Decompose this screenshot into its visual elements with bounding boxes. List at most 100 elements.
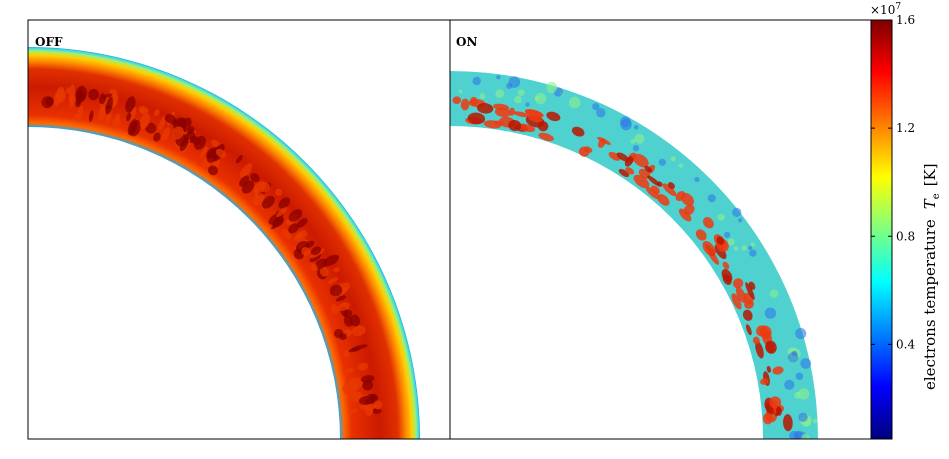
plume-blob [657, 194, 670, 206]
shell-texture [723, 231, 731, 239]
shell-texture [707, 194, 716, 203]
plume-blob [369, 394, 377, 400]
plume-blob [452, 96, 462, 105]
plume-blob [330, 304, 339, 314]
plume-blob [342, 382, 359, 394]
plume-blob [493, 120, 504, 125]
plume-blob [762, 412, 773, 425]
plume-blob [271, 218, 284, 230]
plume-blob [546, 111, 561, 122]
shell-texture [525, 102, 530, 107]
plume-blob [742, 309, 753, 321]
shell-texture [658, 158, 666, 166]
shell-texture [496, 74, 501, 80]
plume-blob [158, 115, 167, 131]
plume-blob [745, 282, 755, 300]
panel-off: OFF [27, 19, 451, 440]
shell-texture [633, 125, 639, 130]
plume-blob [625, 167, 635, 175]
plume-blob [343, 349, 351, 358]
plume-blob [683, 204, 695, 216]
plume-blob [335, 295, 347, 302]
plume-blob [126, 112, 132, 122]
shell-texture [630, 139, 636, 144]
off-shell-band [28, 47, 420, 439]
plume-blob [537, 121, 549, 132]
plume-blob [783, 414, 793, 432]
plume-blob [339, 333, 347, 340]
plume-blob [359, 404, 377, 410]
plume-blob [88, 88, 99, 101]
plume-blob [139, 107, 146, 115]
shell-texture [748, 245, 753, 250]
shell-texture [750, 242, 756, 248]
shell-texture [568, 96, 581, 109]
plume-blob [189, 135, 201, 145]
plume-blob [512, 111, 530, 118]
plume-blob [215, 148, 226, 158]
shell-texture [732, 207, 742, 218]
plume-blob [306, 240, 315, 248]
plume-blob [508, 120, 522, 131]
plume-blob [161, 127, 171, 141]
plume-blob [467, 112, 486, 125]
plume-blob [296, 218, 308, 228]
plume-blob [278, 197, 291, 209]
panel-on-label: ON [456, 35, 477, 49]
plume-blob [347, 408, 359, 414]
plume-blob [239, 163, 253, 178]
plume-blob [695, 229, 707, 241]
shell-texture [534, 96, 540, 101]
plume-blob [145, 122, 157, 134]
plume-blob [755, 341, 764, 359]
plume-blob [647, 175, 661, 187]
shell-texture [795, 372, 804, 381]
plume-blob [348, 347, 361, 353]
plume-blob [680, 192, 694, 206]
plume-blob [261, 195, 275, 209]
plume-blob [362, 380, 374, 391]
plume-blob [571, 126, 585, 137]
plume-blob [127, 119, 138, 136]
shell-texture [694, 177, 700, 183]
shell-texture [789, 430, 799, 439]
shell-texture [749, 249, 757, 257]
plume-blob [618, 168, 630, 178]
shell-texture [535, 92, 547, 105]
plume-blob [349, 314, 361, 327]
plume-blob [360, 375, 375, 383]
plume-blob [329, 284, 343, 297]
plume-blob [301, 247, 310, 257]
plume-blob [252, 193, 265, 206]
plume-blob [508, 107, 515, 116]
plume-blob [253, 181, 266, 194]
shell-texture [741, 245, 748, 251]
plume-blob [343, 309, 353, 318]
plume-blob [372, 408, 382, 414]
plume-blob [616, 152, 630, 162]
plume-blob [153, 109, 160, 117]
plume-blob [45, 96, 54, 106]
plume-blob [632, 153, 649, 168]
plume-blob [667, 182, 675, 189]
shell-texture [479, 93, 486, 100]
plume-blob [772, 366, 784, 375]
plume-blob [208, 165, 218, 176]
shell-texture [800, 358, 812, 369]
plume-blob [310, 246, 322, 256]
shell-texture [517, 89, 525, 97]
plume-blob [351, 325, 366, 337]
plume-blob [125, 96, 136, 113]
plume-blob [179, 137, 189, 152]
shell-texture [495, 89, 505, 99]
plume-blob [199, 146, 208, 158]
plume-blob [525, 109, 544, 118]
shell-texture [798, 412, 808, 422]
plume-blob [721, 269, 733, 283]
shell-texture [733, 246, 739, 251]
plume-blob [327, 277, 339, 284]
plume-blob [239, 175, 250, 187]
plume-blob [678, 208, 692, 222]
plume-blob [732, 278, 744, 289]
shell-texture [472, 76, 481, 86]
